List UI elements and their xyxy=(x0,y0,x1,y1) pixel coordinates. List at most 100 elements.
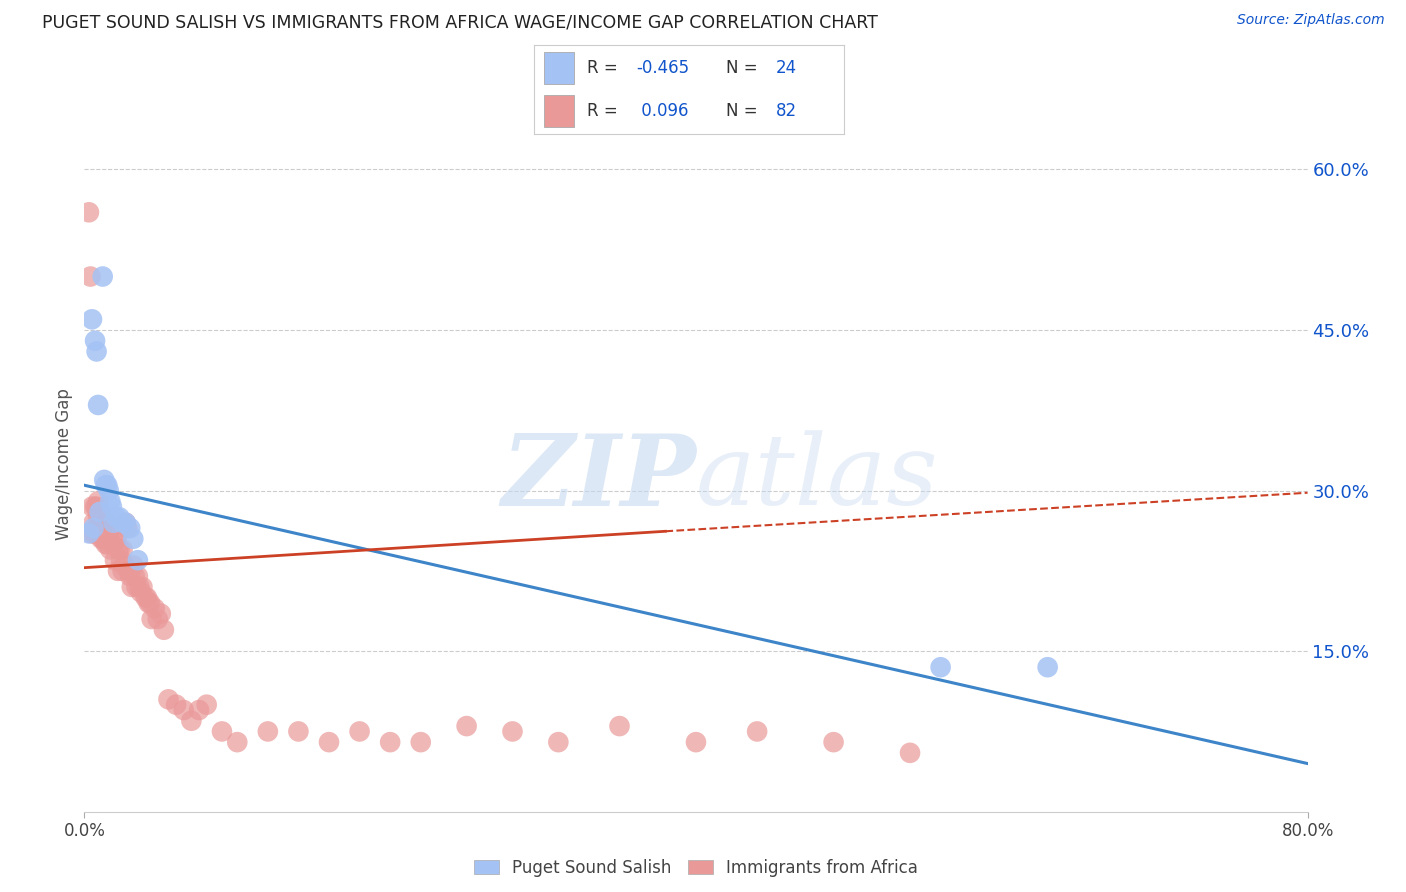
Text: -0.465: -0.465 xyxy=(637,59,689,77)
Point xyxy=(120,521,142,535)
Point xyxy=(103,537,125,551)
Point xyxy=(96,516,118,530)
Point xyxy=(98,521,121,535)
Point xyxy=(127,569,149,583)
Point xyxy=(929,660,952,674)
Point xyxy=(188,703,211,717)
Text: 82: 82 xyxy=(776,102,797,120)
Text: Source: ZipAtlas.com: Source: ZipAtlas.com xyxy=(1237,13,1385,28)
Point xyxy=(87,494,110,508)
Point xyxy=(91,510,114,524)
Point xyxy=(114,516,136,530)
Point xyxy=(1036,660,1059,674)
Point xyxy=(86,521,108,535)
Point xyxy=(79,269,101,284)
FancyBboxPatch shape xyxy=(544,95,575,127)
Point xyxy=(86,344,108,359)
Text: 24: 24 xyxy=(776,59,797,77)
Point xyxy=(86,500,108,514)
Point xyxy=(83,516,105,530)
Point xyxy=(84,526,107,541)
Point xyxy=(141,612,163,626)
Point xyxy=(87,398,110,412)
Point xyxy=(84,500,107,514)
Point xyxy=(157,692,180,706)
Point xyxy=(409,735,432,749)
Point xyxy=(609,719,631,733)
Point xyxy=(118,564,141,578)
Point xyxy=(120,569,142,583)
Point xyxy=(898,746,921,760)
Point xyxy=(131,580,153,594)
Point xyxy=(318,735,340,749)
Point xyxy=(107,542,129,557)
Point xyxy=(108,542,131,557)
Point xyxy=(105,532,128,546)
Point xyxy=(226,735,249,749)
Point xyxy=(93,532,115,546)
Point xyxy=(136,591,159,605)
Point xyxy=(502,724,524,739)
Point xyxy=(111,542,134,557)
Point xyxy=(77,526,100,541)
Point xyxy=(98,542,121,557)
Point xyxy=(257,724,280,739)
Text: R =: R = xyxy=(586,102,623,120)
Point xyxy=(685,735,707,749)
Point xyxy=(80,312,103,326)
Point xyxy=(91,532,114,546)
Point xyxy=(146,612,169,626)
Point xyxy=(97,532,120,546)
Point xyxy=(98,494,121,508)
Point xyxy=(122,532,145,546)
Point xyxy=(93,473,115,487)
Point xyxy=(93,516,115,530)
Point xyxy=(111,564,134,578)
Point xyxy=(87,510,110,524)
Point xyxy=(456,719,478,733)
Point xyxy=(101,500,124,514)
Point xyxy=(129,585,152,599)
Y-axis label: Wage/Income Gap: Wage/Income Gap xyxy=(55,388,73,540)
Point xyxy=(96,537,118,551)
FancyBboxPatch shape xyxy=(544,52,575,84)
Point xyxy=(112,558,135,573)
Point xyxy=(173,703,195,717)
Point xyxy=(80,500,103,514)
Point xyxy=(747,724,769,739)
Point xyxy=(89,505,111,519)
Point xyxy=(125,580,148,594)
Text: ZIP: ZIP xyxy=(501,430,696,526)
Text: atlas: atlas xyxy=(696,430,939,525)
Legend: Puget Sound Salish, Immigrants from Africa: Puget Sound Salish, Immigrants from Afri… xyxy=(467,852,925,883)
Point xyxy=(107,564,129,578)
Point xyxy=(104,553,127,567)
Point xyxy=(96,478,118,492)
Point xyxy=(128,580,150,594)
Point xyxy=(165,698,187,712)
Point xyxy=(103,516,125,530)
Point xyxy=(90,532,112,546)
Point xyxy=(153,623,176,637)
Point xyxy=(89,505,111,519)
Point xyxy=(94,478,117,492)
Point xyxy=(114,516,136,530)
Point xyxy=(127,553,149,567)
Point xyxy=(91,269,114,284)
Point xyxy=(94,516,117,530)
Point xyxy=(97,521,120,535)
Point xyxy=(83,521,105,535)
Point xyxy=(89,521,111,535)
Point xyxy=(380,735,402,749)
Text: N =: N = xyxy=(725,59,763,77)
Point xyxy=(122,558,145,573)
Point xyxy=(823,735,845,749)
Point xyxy=(195,698,218,712)
Point xyxy=(77,205,100,219)
Point xyxy=(139,596,162,610)
Point xyxy=(84,334,107,348)
Point xyxy=(180,714,202,728)
Point xyxy=(135,591,157,605)
Point xyxy=(349,724,371,739)
Point xyxy=(108,510,131,524)
